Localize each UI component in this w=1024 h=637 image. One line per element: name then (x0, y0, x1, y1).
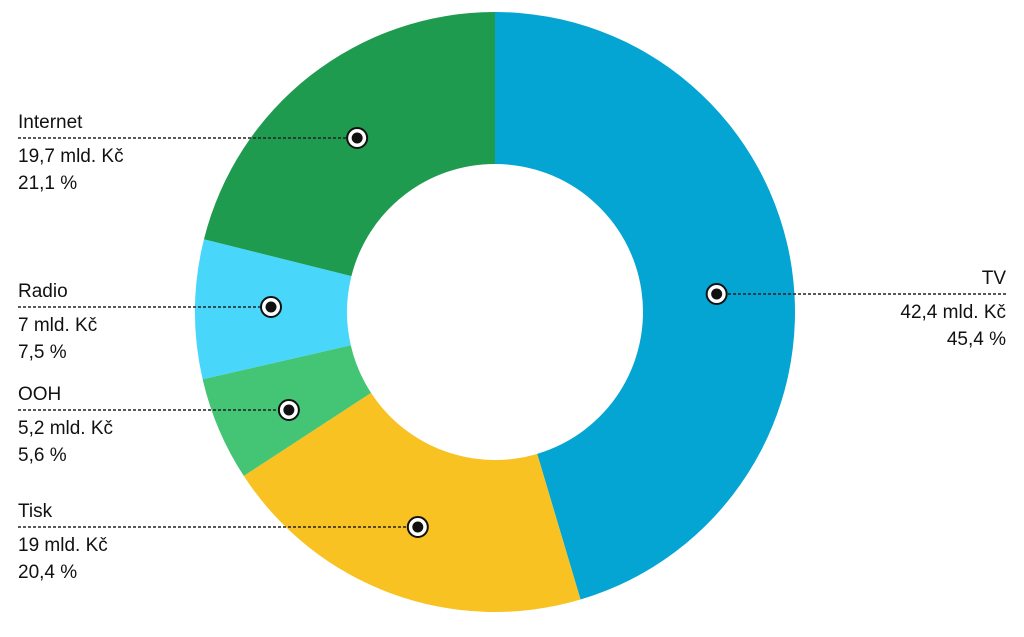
tisk-percent-label: 20,4 % (18, 562, 77, 583)
marker-dot-tv (711, 288, 723, 300)
tisk-name-label: Tisk (18, 501, 53, 522)
tv-name-label: TV (982, 268, 1007, 289)
radio-percent-label: 7,5 % (18, 342, 67, 363)
marker-dot-internet (351, 132, 363, 144)
label-tv: TV 42,4 mld. Kč 45,4 % (705, 268, 1007, 350)
marker-dot-ooh (283, 404, 295, 416)
label-tisk: Tisk 19 mld. Kč 20,4 % (18, 501, 429, 583)
internet-name-label: Internet (18, 112, 83, 133)
tisk-value-label: 19 mld. Kč (18, 535, 108, 556)
internet-percent-label: 21,1 % (18, 173, 77, 194)
tv-value-label: 42,4 mld. Kč (900, 302, 1006, 323)
label-internet: Internet 19,7 mld. Kč 21,1 % (18, 112, 369, 194)
ooh-percent-label: 5,6 % (18, 445, 67, 466)
marker-dot-tisk (412, 521, 424, 533)
label-radio: Radio 7 mld. Kč 7,5 % (18, 281, 283, 363)
internet-value-label: 19,7 mld. Kč (18, 146, 124, 167)
slice-tv (495, 12, 796, 600)
radio-value-label: 7 mld. Kč (18, 315, 97, 336)
slice-tisk (243, 392, 581, 612)
label-ooh: OOH 5,2 mld. Kč 5,6 % (18, 384, 300, 466)
ooh-value-label: 5,2 mld. Kč (18, 418, 113, 439)
radio-name-label: Radio (18, 281, 68, 302)
ooh-name-label: OOH (18, 384, 61, 405)
tv-percent-label: 45,4 % (947, 329, 1006, 350)
marker-dot-radio (265, 301, 277, 313)
